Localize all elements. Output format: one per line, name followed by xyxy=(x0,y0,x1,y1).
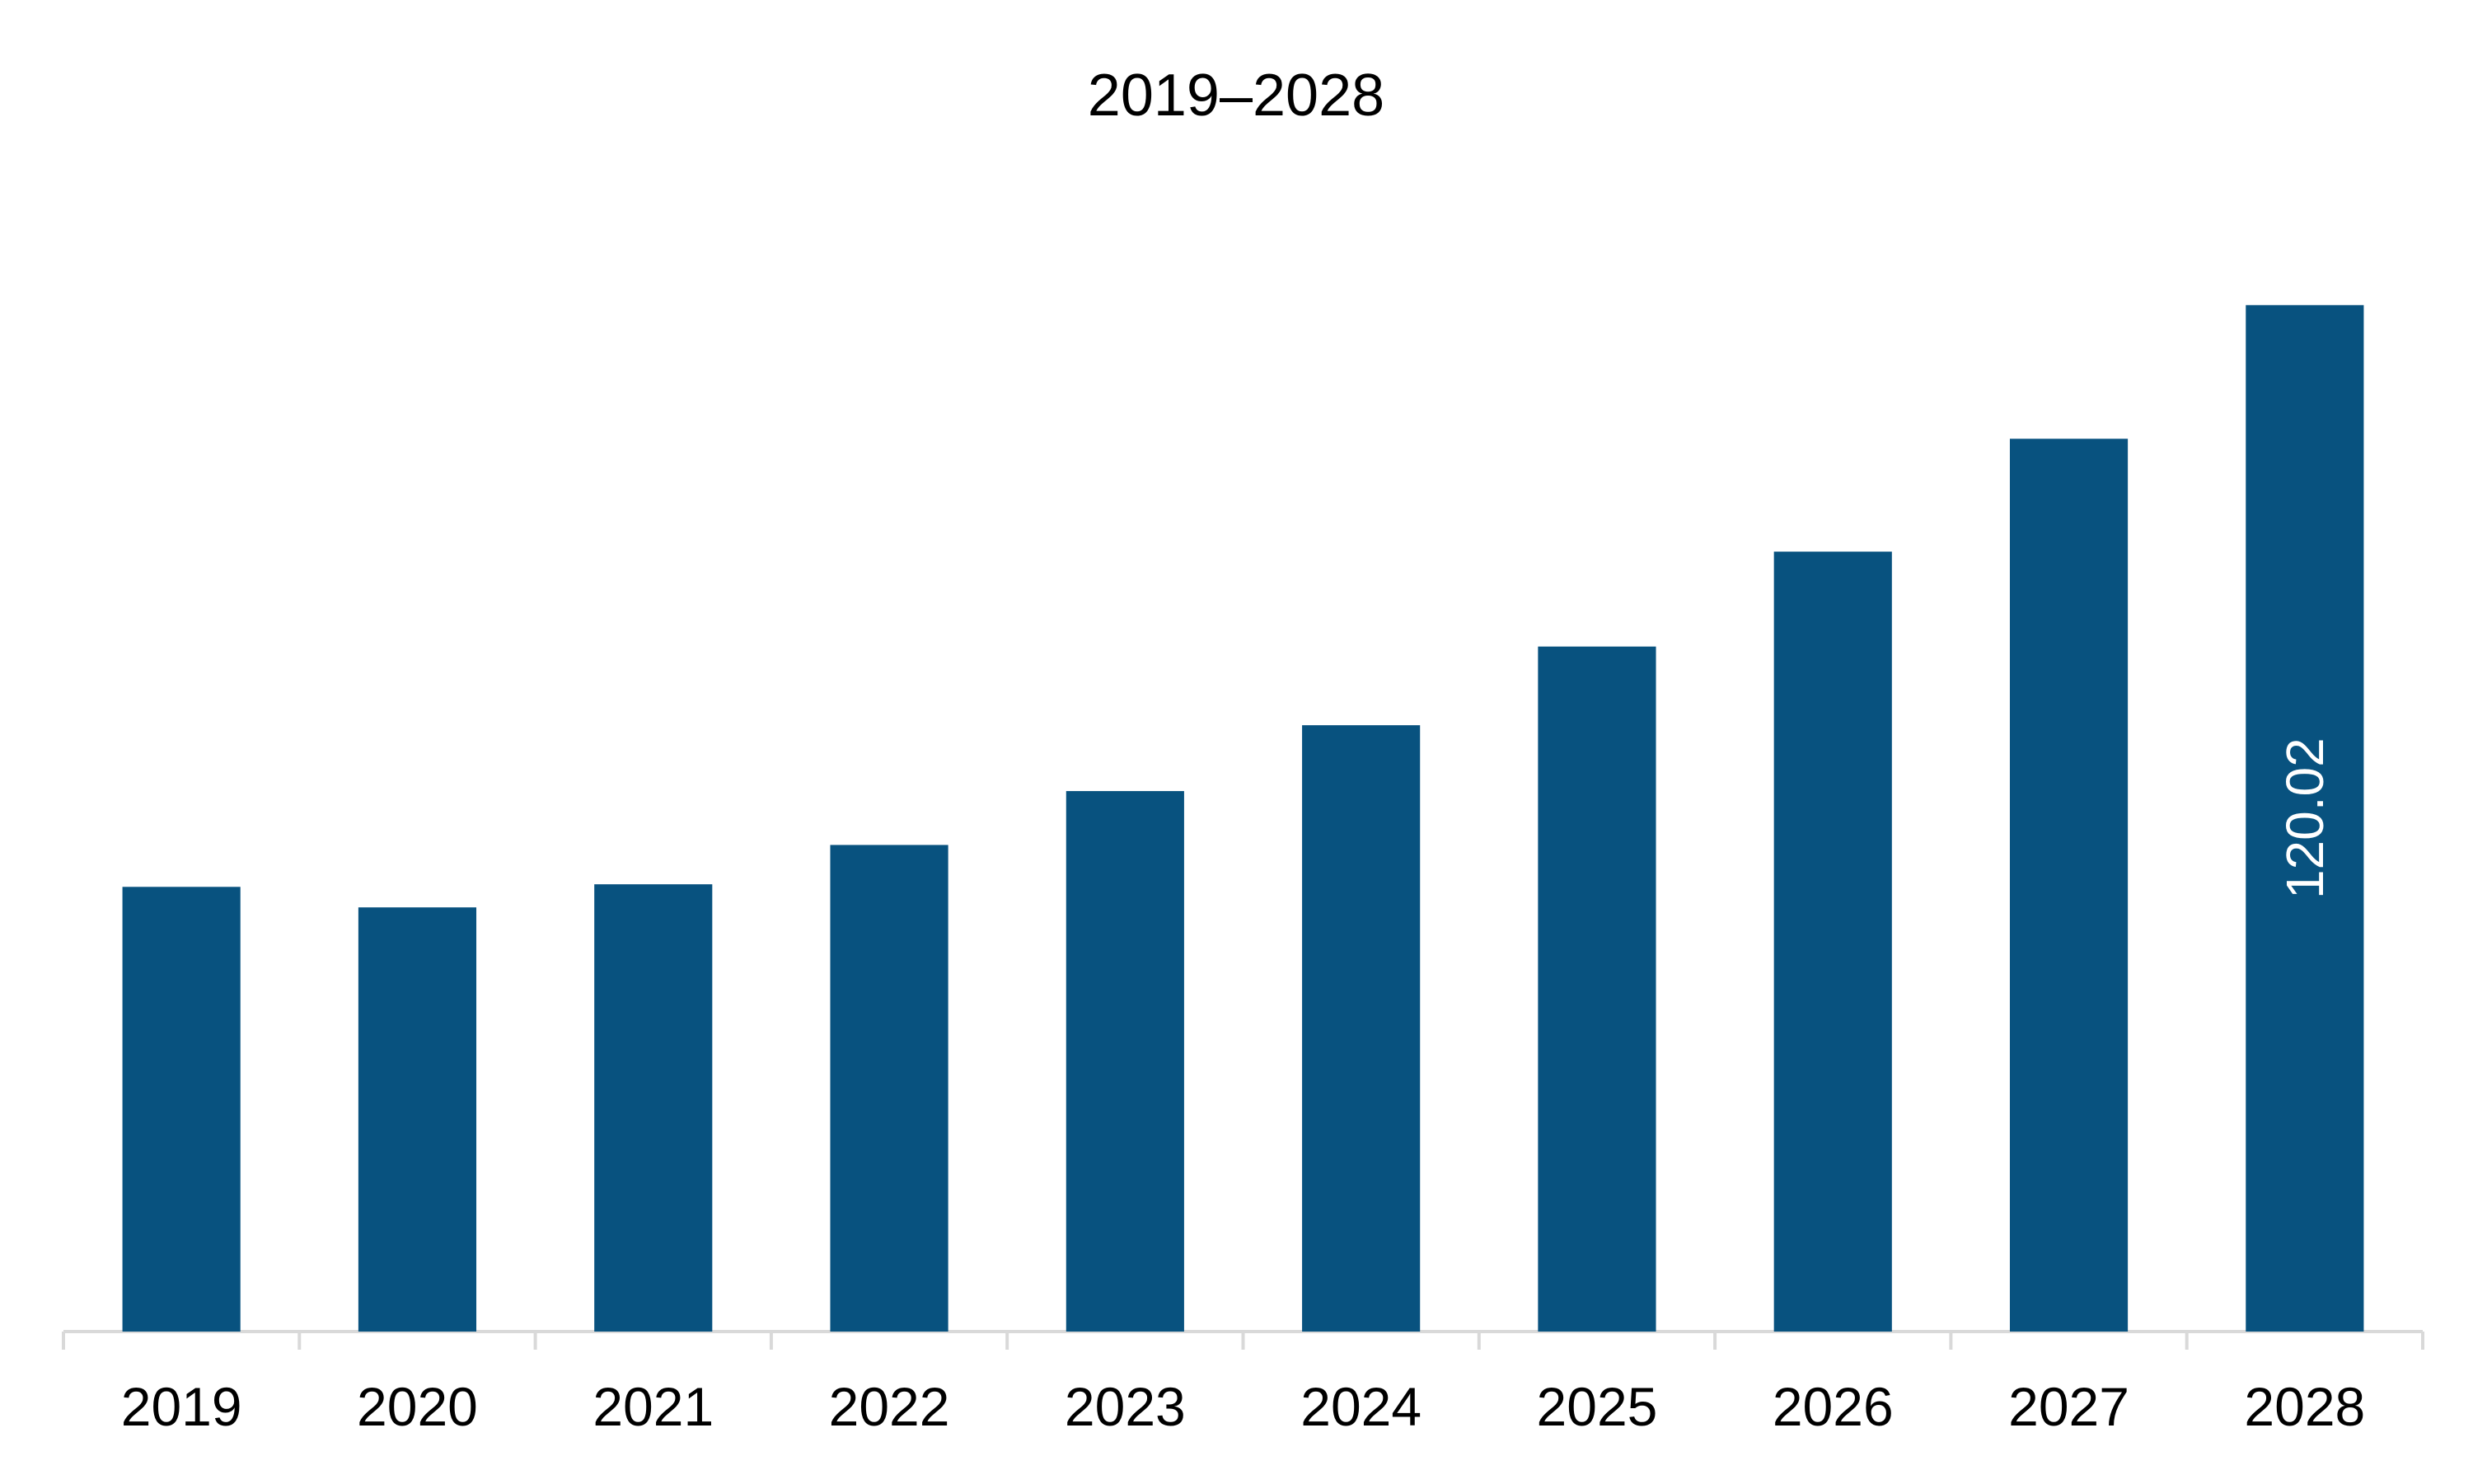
bar-2025 xyxy=(1538,646,1656,1332)
bars xyxy=(122,305,2364,1332)
x-tick-label: 2025 xyxy=(1537,1376,1658,1437)
data-label: 120.02 xyxy=(2275,737,2335,899)
x-tick-labels: 2019 2020 2021 2022 2023 2024 2025 2026 2027 2028 xyxy=(121,1376,2366,1437)
x-tick-label: 2022 xyxy=(829,1376,950,1437)
x-tick-label: 2020 xyxy=(357,1376,478,1437)
bar-2024 xyxy=(1302,725,1421,1332)
bar-2027 xyxy=(2009,438,2129,1332)
bar-2026 xyxy=(1773,551,1892,1332)
x-tick-label: 2028 xyxy=(2244,1376,2365,1437)
bar-2020 xyxy=(358,907,477,1332)
x-tick-label: 2023 xyxy=(1065,1376,1186,1437)
bar-2021 xyxy=(594,884,713,1332)
chart-title: 2019–2028 xyxy=(1088,63,1384,129)
x-tick-label: 2024 xyxy=(1300,1376,1422,1437)
bar-2019 xyxy=(122,887,241,1332)
bar-2028 xyxy=(2246,305,2364,1332)
x-tick-label: 2021 xyxy=(592,1376,714,1437)
x-tick-label: 2026 xyxy=(1773,1376,1894,1437)
x-axis xyxy=(62,1330,2424,1350)
bar-2022 xyxy=(830,845,948,1332)
data-labels: 120.02 xyxy=(2275,737,2335,899)
x-tick-label: 2019 xyxy=(121,1376,242,1437)
bar-2023 xyxy=(1066,791,1184,1332)
x-tick-label: 2027 xyxy=(2008,1376,2129,1437)
